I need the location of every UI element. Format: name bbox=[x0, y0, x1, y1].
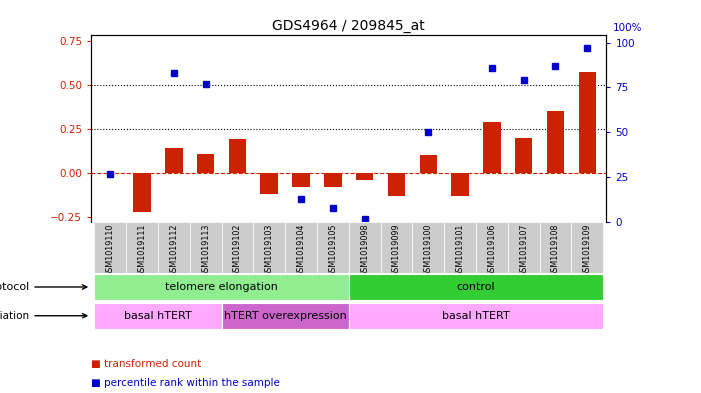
Text: genotype/variation: genotype/variation bbox=[0, 311, 87, 321]
Bar bbox=[165, 148, 182, 173]
Text: GSM1019102: GSM1019102 bbox=[233, 224, 242, 277]
Text: GSM1019107: GSM1019107 bbox=[519, 224, 528, 277]
Text: GSM1019111: GSM1019111 bbox=[137, 224, 147, 277]
Text: GSM1019109: GSM1019109 bbox=[583, 224, 592, 277]
Bar bbox=[222, 222, 253, 273]
Text: GSM1019100: GSM1019100 bbox=[424, 224, 433, 277]
Bar bbox=[126, 222, 158, 273]
Bar bbox=[349, 274, 603, 300]
Text: GSM1019104: GSM1019104 bbox=[297, 224, 306, 277]
Bar bbox=[349, 222, 381, 273]
Text: 100%: 100% bbox=[613, 22, 643, 33]
Bar bbox=[197, 154, 215, 173]
Bar bbox=[285, 222, 317, 273]
Bar bbox=[324, 173, 341, 187]
Bar bbox=[388, 173, 405, 196]
Text: basal hTERT: basal hTERT bbox=[124, 311, 192, 321]
Text: basal hTERT: basal hTERT bbox=[442, 311, 510, 321]
Title: GDS4964 / 209845_at: GDS4964 / 209845_at bbox=[273, 19, 425, 33]
Bar bbox=[444, 222, 476, 273]
Text: hTERT overexpression: hTERT overexpression bbox=[224, 311, 346, 321]
Bar bbox=[571, 222, 603, 273]
Bar bbox=[95, 222, 126, 273]
Bar bbox=[95, 303, 222, 329]
Bar bbox=[356, 173, 374, 180]
Bar bbox=[540, 222, 571, 273]
Bar bbox=[222, 303, 349, 329]
Bar bbox=[412, 222, 444, 273]
Text: telomere elongation: telomere elongation bbox=[165, 282, 278, 292]
Bar bbox=[419, 155, 437, 173]
Text: GSM1019112: GSM1019112 bbox=[170, 224, 178, 277]
Text: GSM1019103: GSM1019103 bbox=[265, 224, 273, 277]
Bar bbox=[578, 72, 596, 173]
Text: GSM1019099: GSM1019099 bbox=[392, 224, 401, 277]
Bar bbox=[133, 173, 151, 212]
Bar bbox=[292, 173, 310, 187]
Bar bbox=[158, 222, 190, 273]
Bar bbox=[261, 173, 278, 194]
Text: protocol: protocol bbox=[0, 282, 87, 292]
Bar bbox=[349, 303, 603, 329]
Text: ■ transformed count: ■ transformed count bbox=[91, 358, 201, 369]
Text: GSM1019098: GSM1019098 bbox=[360, 224, 369, 277]
Text: GSM1019106: GSM1019106 bbox=[487, 224, 496, 277]
Text: ■ percentile rank within the sample: ■ percentile rank within the sample bbox=[91, 378, 280, 388]
Bar bbox=[476, 222, 508, 273]
Text: GSM1019101: GSM1019101 bbox=[456, 224, 465, 277]
Bar bbox=[253, 222, 285, 273]
Bar bbox=[190, 222, 222, 273]
Bar bbox=[95, 274, 349, 300]
Text: control: control bbox=[456, 282, 496, 292]
Bar bbox=[547, 111, 564, 173]
Bar bbox=[229, 140, 246, 173]
Bar bbox=[451, 173, 469, 196]
Text: GSM1019110: GSM1019110 bbox=[106, 224, 115, 277]
Bar bbox=[508, 222, 540, 273]
Bar bbox=[381, 222, 412, 273]
Text: GSM1019108: GSM1019108 bbox=[551, 224, 560, 277]
Bar bbox=[515, 138, 533, 173]
Text: GSM1019105: GSM1019105 bbox=[328, 224, 337, 277]
Bar bbox=[483, 122, 501, 173]
Text: GSM1019113: GSM1019113 bbox=[201, 224, 210, 277]
Bar bbox=[317, 222, 349, 273]
